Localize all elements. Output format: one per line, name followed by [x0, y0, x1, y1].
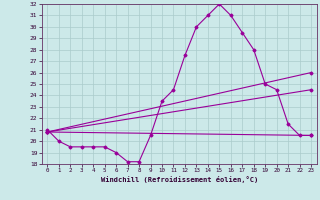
X-axis label: Windchill (Refroidissement éolien,°C): Windchill (Refroidissement éolien,°C) [100, 176, 258, 183]
